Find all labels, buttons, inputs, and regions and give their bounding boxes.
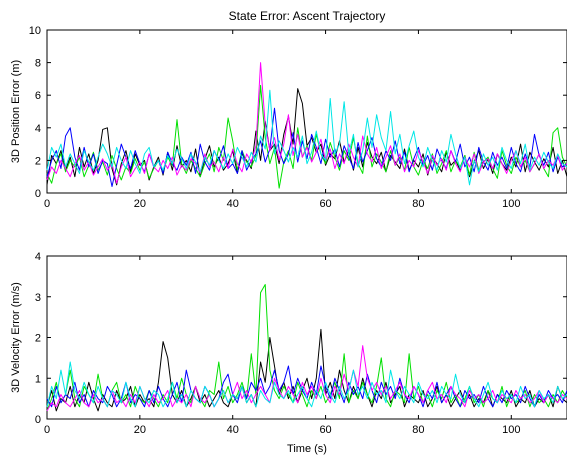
series-line-5	[46, 361, 567, 408]
position-error-axes: 0 20 40 60 80 100 0 2 4 6 8 10 3D Position Error (m)	[10, 25, 567, 210]
y-tick-label: 0	[35, 188, 41, 200]
y-tick-label: 6	[35, 90, 41, 102]
x-tick-label: 100	[502, 424, 520, 436]
x-tick-label: 80	[412, 198, 424, 210]
series-line-4	[46, 62, 567, 184]
y-tick-label: 4	[35, 123, 41, 135]
x-tick-label: 40	[227, 424, 239, 436]
x-tick-label: 60	[319, 424, 331, 436]
x-tick-label: 100	[502, 198, 520, 210]
series-line-5	[46, 89, 567, 186]
y-tick-label: 4	[35, 251, 41, 263]
x-tick-label: 0	[44, 198, 50, 210]
y-tick-label: 2	[35, 333, 41, 345]
series-line-3	[46, 107, 567, 187]
y-tick-label: 10	[29, 25, 41, 37]
y-axis-label: 3D Position Error (m)	[10, 60, 22, 163]
x-tick-label: 80	[412, 424, 424, 436]
x-tick-label: 20	[134, 424, 146, 436]
x-tick-label: 0	[44, 424, 50, 436]
x-tick-label: 40	[227, 198, 239, 210]
y-tick-label: 3	[35, 292, 41, 304]
x-tick-label: 20	[134, 198, 146, 210]
y-axis-label: 3D Velocity Error (m/s)	[10, 282, 22, 393]
velocity-error-axes: 0 20 40 60 80 100 0 1 2 3 4 3D Velocity Error (m/s)	[10, 251, 567, 436]
y-tick-label: 0	[35, 414, 41, 426]
y-tick-label: 8	[35, 58, 41, 70]
x-tick-label: 60	[319, 198, 331, 210]
figure-title: State Error: Ascent Trajectory	[229, 9, 386, 23]
x-axis-label: Time (s)	[287, 443, 327, 455]
y-tick-label: 1	[35, 373, 41, 385]
y-tick-label: 2	[35, 155, 41, 167]
series-line-4	[46, 345, 567, 412]
